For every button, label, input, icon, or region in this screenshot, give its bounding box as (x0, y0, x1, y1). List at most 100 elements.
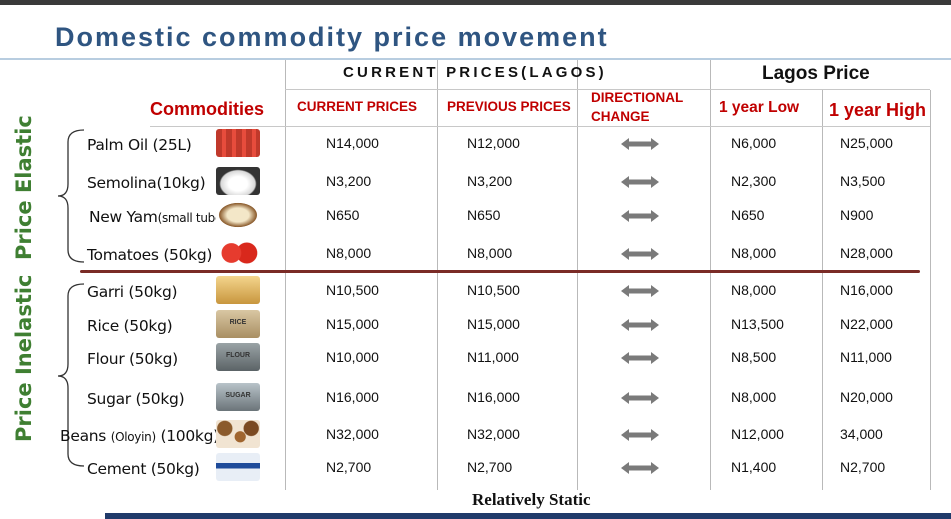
column-header-1-year-low: 1 year Low (719, 99, 800, 116)
column-header-directional: DIRECTIONAL (591, 90, 684, 105)
sack-label: SUGAR (225, 392, 251, 399)
current-price-cell: N32,000 (326, 426, 379, 442)
year-low-cell: N650 (731, 207, 765, 223)
commodity-name: Flour (50kg) (87, 350, 178, 368)
current-price-cell: N15,000 (326, 316, 379, 332)
year-low-cell: N8,000 (731, 282, 777, 298)
sack-label: FLOUR (225, 352, 251, 359)
current-price-cell: N14,000 (326, 135, 379, 151)
double-arrow-icon (621, 319, 659, 331)
grid-line (930, 90, 931, 490)
commodity-name: New Yam(small tuber) (89, 208, 232, 226)
elastic-brace (57, 129, 85, 263)
palm-oil-icon (216, 129, 260, 157)
side-label-price-inelastic: Price Inelastic (12, 274, 36, 442)
year-high-cell: N3,500 (840, 173, 886, 189)
current-price-cell: N650 (326, 207, 360, 223)
commodity-name: Beans (Oloyin) (100kg) (60, 427, 219, 445)
sack-label: RICE (229, 319, 247, 326)
year-low-cell: N1,400 (731, 459, 777, 475)
year-high-cell: N2,700 (840, 459, 886, 475)
commodity-name: Tomatoes (50kg) (87, 246, 213, 264)
garri-icon (216, 276, 260, 304)
year-low-cell: N13,500 (731, 316, 784, 332)
grid-line (437, 60, 438, 490)
side-label-price-elastic: Price Elastic (12, 115, 36, 260)
current-price-cell: N3,200 (326, 173, 372, 189)
year-high-cell: N28,000 (840, 245, 893, 261)
elastic-inelastic-divider (80, 270, 920, 273)
cement-bag-icon (216, 453, 260, 481)
grid-line (822, 90, 823, 490)
inelastic-brace (57, 283, 85, 467)
sugar-sack-icon: SUGAR (216, 383, 260, 411)
column-header-change: CHANGE (591, 109, 650, 124)
year-high-cell: N22,000 (840, 316, 893, 332)
title-rule (0, 58, 951, 60)
rice-sack-icon: RICE (216, 310, 260, 338)
previous-price-cell: N8,000 (467, 245, 513, 261)
tomato-icon (216, 239, 260, 267)
header-line (285, 89, 930, 90)
double-arrow-icon (621, 210, 659, 222)
previous-price-cell: N15,000 (467, 316, 520, 332)
year-low-cell: N2,300 (731, 173, 777, 189)
yam-icon (216, 201, 260, 229)
current-price-cell: N16,000 (326, 389, 379, 405)
previous-price-cell: N32,000 (467, 426, 520, 442)
previous-price-cell: N3,200 (467, 173, 513, 189)
year-high-cell: N25,000 (840, 135, 893, 151)
year-low-cell: N8,500 (731, 349, 777, 365)
double-arrow-icon (621, 285, 659, 297)
grid-line (577, 60, 578, 490)
column-header-previous-prices: PREVIOUS PRICES (447, 99, 571, 114)
double-arrow-icon (621, 176, 659, 188)
commodity-name: Palm Oil (25L) (87, 136, 192, 154)
double-arrow-icon (621, 429, 659, 441)
current-price-cell: N10,000 (326, 349, 379, 365)
grid-line (710, 60, 711, 490)
double-arrow-icon (621, 248, 659, 260)
previous-price-cell: N11,000 (467, 349, 519, 365)
commodity-name: Rice (50kg) (87, 317, 173, 335)
group-header-lagos-price: Lagos Price (762, 63, 870, 84)
beans-icon (216, 420, 260, 448)
top-bar (0, 0, 951, 5)
year-low-cell: N8,000 (731, 389, 777, 405)
year-high-cell: N20,000 (840, 389, 893, 405)
year-low-cell: N12,000 (731, 426, 784, 442)
double-arrow-icon (621, 138, 659, 150)
previous-price-cell: N16,000 (467, 389, 520, 405)
double-arrow-icon (621, 352, 659, 364)
current-price-cell: N2,700 (326, 459, 372, 475)
current-price-cell: N8,000 (326, 245, 372, 261)
flour-sack-icon: FLOUR (216, 343, 260, 371)
commodity-name: Sugar (50kg) (87, 390, 185, 408)
year-high-cell: N11,000 (840, 349, 892, 365)
previous-price-cell: N12,000 (467, 135, 520, 151)
footer-note: Relatively Static (472, 490, 591, 509)
commodity-name: Cement (50kg) (87, 460, 200, 478)
bottom-bar (105, 513, 951, 519)
year-high-cell: N900 (840, 207, 874, 223)
column-header-current-prices: CURRENT PRICES (297, 99, 418, 114)
column-header-commodities: Commodities (150, 99, 265, 119)
semolina-icon (216, 167, 260, 195)
commodity-name: Garri (50kg) (87, 283, 178, 301)
previous-price-cell: N10,500 (467, 282, 520, 298)
double-arrow-icon (621, 462, 659, 474)
year-high-cell: 34,000 (840, 426, 883, 442)
group-header-current-prices: CURRENT PRICES(LAGOS) (343, 64, 607, 81)
previous-price-cell: N650 (467, 207, 501, 223)
header-line (150, 126, 930, 127)
commodity-name: Semolina(10kg) (87, 174, 206, 192)
previous-price-cell: N2,700 (467, 459, 513, 475)
double-arrow-icon (621, 392, 659, 404)
current-price-cell: N10,500 (326, 282, 379, 298)
grid-line (285, 60, 286, 490)
column-header-1-year-high: 1 year High (829, 100, 927, 120)
page-title: Domestic commodity price movement (55, 22, 609, 52)
year-low-cell: N6,000 (731, 135, 777, 151)
year-high-cell: N16,000 (840, 282, 893, 298)
year-low-cell: N8,000 (731, 245, 777, 261)
